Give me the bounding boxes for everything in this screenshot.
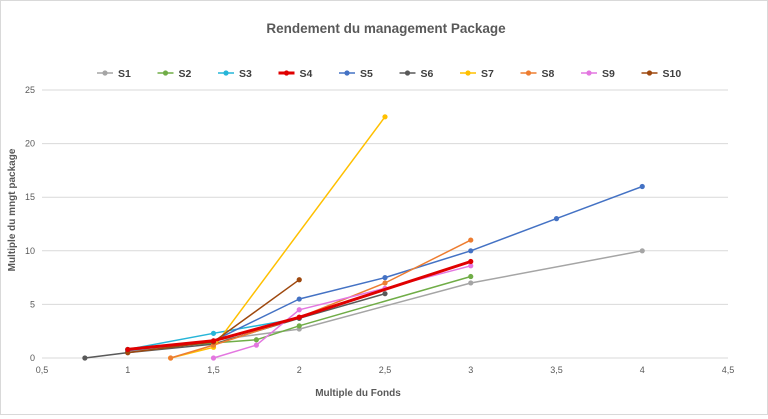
legend-marker <box>525 70 532 76</box>
x-tick-label: 1,5 <box>207 365 220 375</box>
legend-item: S8 <box>520 68 555 80</box>
data-point <box>253 337 259 343</box>
legend-item: S6 <box>399 68 434 80</box>
legend-label: S1 <box>118 68 131 80</box>
legend-label: S8 <box>542 68 555 80</box>
data-point <box>296 277 302 283</box>
data-point <box>468 237 474 243</box>
legend-label: S5 <box>360 68 373 80</box>
legend-item: S3 <box>218 68 252 80</box>
legend-item: S5 <box>339 68 373 80</box>
legend-label: S7 <box>481 68 494 80</box>
legend-item: S7 <box>460 68 494 80</box>
legend-marker <box>162 70 169 76</box>
legend-marker <box>102 70 108 76</box>
data-point <box>210 330 217 336</box>
legend-marker <box>404 70 411 76</box>
legend-marker <box>283 70 290 76</box>
legend-label: S9 <box>602 68 615 80</box>
series-s10 <box>125 277 302 356</box>
x-tick-label: 3,5 <box>550 365 563 375</box>
legend-item: S9 <box>581 68 615 80</box>
data-point <box>468 263 474 269</box>
legend-label: S2 <box>179 68 192 80</box>
y-tick-label: 20 <box>25 139 35 149</box>
series-s4 <box>125 258 474 353</box>
data-point <box>468 258 474 265</box>
y-tick-label: 25 <box>25 85 35 95</box>
legend-marker <box>223 70 229 76</box>
data-point <box>468 280 474 286</box>
legend-label: S4 <box>300 68 313 80</box>
gridlines <box>42 89 728 359</box>
data-point <box>382 291 388 297</box>
series-line <box>127 275 472 351</box>
x-tick-label: 0,5 <box>36 365 49 375</box>
data-point <box>210 338 217 344</box>
x-tick-label: 1 <box>125 365 130 375</box>
y-tick-label: 10 <box>25 246 35 256</box>
legend-marker <box>586 70 592 76</box>
data-point <box>82 355 88 361</box>
tick-labels: 0 5 10 15 20 25 0,5 1 1,5 2 2,5 3 3,5 4 4,5 <box>25 85 734 375</box>
y-tick-label: 0 <box>30 353 35 363</box>
data-point <box>468 248 474 254</box>
y-tick-label: 5 <box>30 299 35 309</box>
data-point <box>253 342 259 348</box>
legend-item: S1 <box>97 68 131 80</box>
legend-marker <box>344 70 350 76</box>
y-axis-title: Multiple du mngt package <box>7 148 18 271</box>
series-s9 <box>210 263 474 361</box>
legend-label: S10 <box>663 68 682 80</box>
x-tick-label: 4,5 <box>722 365 735 375</box>
x-axis-title: Multiple du Fonds <box>315 388 401 399</box>
data-point <box>639 183 645 190</box>
x-tick-label: 2,5 <box>379 365 392 375</box>
series-line <box>126 260 473 351</box>
series-s5 <box>125 183 645 354</box>
series-layer <box>82 114 645 361</box>
series-line <box>212 265 472 359</box>
legend-marker <box>646 70 653 76</box>
legend-marker <box>465 70 471 76</box>
x-tick-label: 2 <box>297 365 302 375</box>
data-point <box>468 273 474 280</box>
data-point <box>296 323 302 329</box>
x-tick-label: 4 <box>640 365 645 375</box>
data-point <box>296 314 302 320</box>
legend-item: S4 <box>278 68 313 80</box>
legend-label: S3 <box>239 68 252 80</box>
data-point <box>125 346 131 353</box>
data-point <box>296 296 302 302</box>
data-point <box>210 355 217 361</box>
data-point <box>639 248 645 254</box>
chart-title: Rendement du management Package <box>266 21 506 36</box>
data-point <box>168 355 174 361</box>
data-point <box>382 280 388 286</box>
y-tick-label: 15 <box>25 192 35 202</box>
data-point <box>382 275 388 281</box>
series-line <box>127 185 644 352</box>
data-point <box>296 307 302 313</box>
x-tick-label: 3 <box>468 365 473 375</box>
legend: S1 S2 S3 S4 S5 S6 S7 S8 S9 S10 <box>97 68 681 80</box>
legend-item: S2 <box>157 68 192 80</box>
data-point <box>382 114 388 120</box>
data-point <box>553 216 560 222</box>
legend-label: S6 <box>421 68 434 80</box>
legend-item: S10 <box>641 68 682 80</box>
